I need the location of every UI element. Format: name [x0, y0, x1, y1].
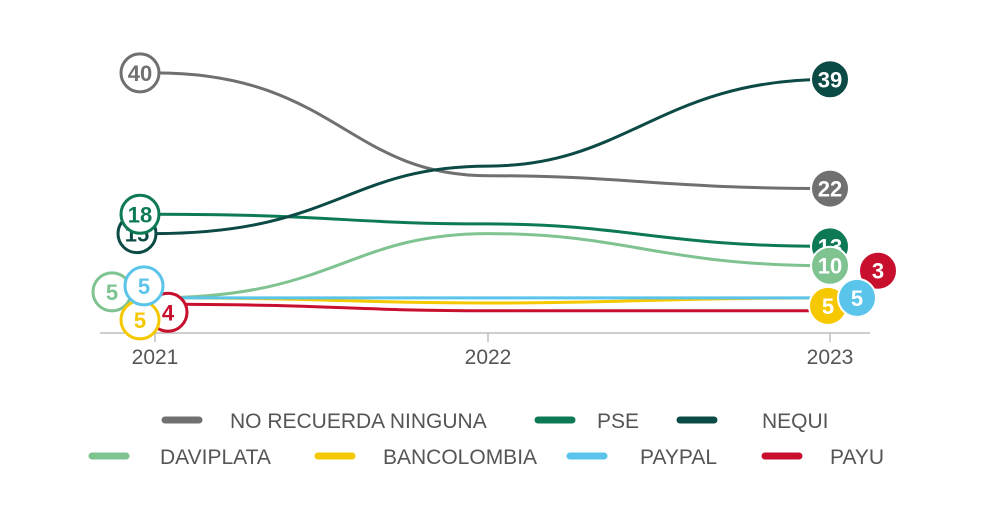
data-label: 5: [138, 274, 150, 299]
data-label: 22: [818, 177, 842, 202]
data-point-marker: [810, 59, 850, 100]
data-label: 5: [134, 308, 146, 333]
legend-label: NO RECUERDA NINGUNA: [230, 410, 487, 433]
data-point-end-no-recuerda-ninguna: 22: [810, 168, 850, 209]
data-label: 3: [872, 259, 884, 284]
legend-item-pse: PSE: [534, 410, 639, 433]
series-line-pse: [154, 212, 831, 248]
legend-item-daviplata: DAVIPLATA: [88, 446, 271, 469]
legend-label: PAYPAL: [640, 446, 717, 469]
data-point-start-no-recuerda-ninguna: 40: [119, 52, 161, 94]
legend-label: NEQUI: [762, 410, 829, 433]
data-label: 18: [128, 202, 152, 227]
data-point-marker: [858, 250, 898, 291]
data-point-marker: [123, 265, 165, 307]
data-point-marker: [119, 52, 161, 94]
x-tick-label-2023: 2023: [807, 346, 854, 369]
data-point-start-paypal: 5: [123, 265, 165, 307]
data-point-end-daviplata: 10: [810, 245, 850, 286]
data-point-marker: [810, 245, 850, 286]
legend-label: PAYU: [830, 446, 884, 469]
legend-item-nequi: NEQUI: [676, 410, 829, 433]
series-line-payu: [154, 302, 830, 313]
legend-item-no-recuerda-ninguna: NO RECUERDA NINGUNA: [161, 410, 487, 433]
data-point-start-bancolombia: 5: [119, 299, 161, 341]
data-point-marker: [837, 277, 877, 318]
series-line-nequi: [154, 77, 831, 236]
data-label: 40: [128, 61, 152, 86]
data-point-marker: [119, 193, 161, 235]
data-label: 39: [818, 67, 842, 92]
data-point-marker: [810, 168, 850, 209]
x-tick-label-2022: 2022: [465, 346, 512, 369]
legend-item-bancolombia: BANCOLOMBIA: [314, 446, 537, 469]
legend-item-paypal: PAYPAL: [566, 446, 717, 469]
legend-label: PSE: [597, 410, 639, 433]
data-point-start-pse: 18: [119, 193, 161, 235]
series-line-daviplata: [154, 232, 831, 300]
data-point-end-payu: 3: [858, 250, 898, 291]
data-point-end-nequi: 39: [810, 59, 850, 100]
data-label: 5: [851, 286, 863, 311]
data-label: 10: [818, 254, 842, 279]
x-tick-label-2021: 2021: [132, 346, 179, 369]
legend-item-payu: PAYU: [761, 446, 884, 469]
legend-label: BANCOLOMBIA: [383, 446, 537, 469]
data-label: 5: [106, 280, 118, 305]
data-point-end-paypal: 5: [837, 277, 877, 318]
series-line-no-recuerda-ninguna: [154, 71, 831, 191]
data-label: 4: [162, 300, 175, 325]
data-label: 5: [822, 294, 834, 319]
legend-label: DAVIPLATA: [160, 446, 271, 469]
